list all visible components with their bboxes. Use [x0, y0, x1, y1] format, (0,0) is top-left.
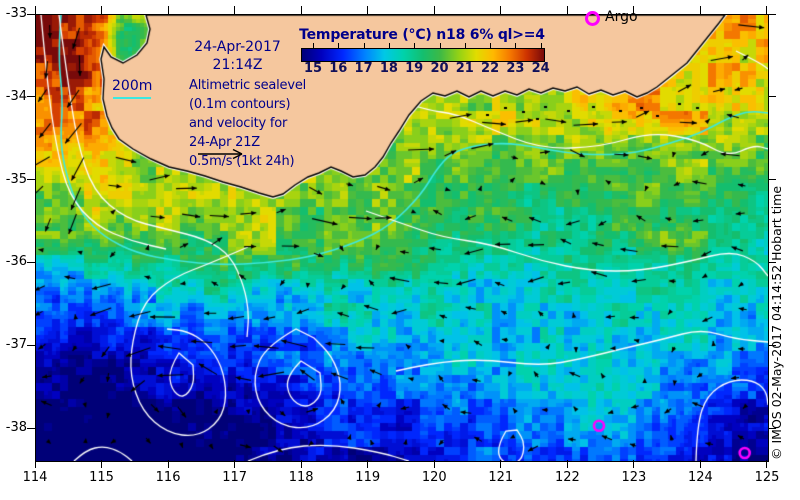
x-tick-top: [34, 6, 36, 14]
x-tick-top: [766, 6, 768, 14]
colorbar-tick: [338, 43, 340, 49]
colorbar-tick-label: 16: [329, 61, 348, 76]
x-tick-top: [500, 6, 502, 14]
x-tick: [101, 460, 103, 468]
credit-text: © IMOS 02-May-2017 04:14:52 Hobart time: [769, 185, 784, 460]
y-tick-right: [768, 427, 776, 429]
x-tick-label: 117: [222, 470, 248, 485]
x-tick-label: 119: [355, 470, 381, 485]
x-tick-label: 116: [155, 470, 181, 485]
argo-marker-icon: [585, 11, 600, 26]
x-tick-top: [300, 6, 302, 14]
x-tick-label: 118: [288, 470, 314, 485]
description-line: 24-Apr 21Z: [189, 135, 261, 150]
x-tick-top: [566, 6, 568, 14]
colorbar-tick-label: 22: [481, 61, 500, 76]
y-tick: [27, 427, 35, 429]
colorbar-tick-label: 15: [303, 61, 323, 76]
y-tick-label: -36: [5, 254, 27, 270]
x-tick: [234, 460, 236, 468]
y-tick: [27, 261, 35, 263]
y-tick: [27, 344, 35, 346]
colorbar-tick-label: 18: [379, 61, 398, 76]
x-tick-label: 124: [688, 470, 713, 485]
colorbar-tick-label: 24: [531, 61, 550, 76]
x-tick: [34, 460, 36, 468]
y-tick: [27, 13, 35, 15]
y-tick: [27, 179, 35, 181]
x-tick-label: 121: [488, 470, 514, 485]
depth-contour-sample-line: [113, 97, 151, 99]
colorbar-tick-label: 23: [506, 61, 525, 76]
description-line: (0.1m contours): [189, 97, 291, 112]
colorbar-tick-label: 21: [455, 61, 474, 76]
description-line: Altimetric sealevel: [189, 78, 307, 93]
y-tick-right: [768, 344, 776, 346]
x-tick-top: [699, 6, 701, 14]
x-tick-top: [633, 6, 635, 14]
map-canvas: [36, 15, 768, 461]
colorbar-tick-label: 17: [354, 61, 373, 76]
description-line: and velocity for: [189, 116, 288, 131]
x-tick-label: 122: [554, 470, 580, 485]
x-tick-label: 120: [421, 470, 447, 485]
description-line: 0.5m/s (1kt 24h): [189, 154, 295, 169]
y-tick-label: -35: [5, 171, 27, 187]
arrow-icon: [198, 148, 243, 160]
colorbar-tick: [439, 43, 441, 49]
y-tick-right: [768, 179, 776, 181]
map-plot-area: [35, 14, 769, 462]
x-tick-label: 115: [89, 470, 114, 485]
colorbar-tick: [388, 43, 390, 49]
colorbar-tick: [540, 43, 542, 49]
colorbar-tick: [414, 43, 416, 49]
argo-legend-label: Argo: [605, 9, 638, 25]
timestamp-line: 24-Apr-2017: [194, 39, 281, 55]
y-tick-label: -33: [5, 6, 27, 21]
x-tick: [566, 460, 568, 468]
x-tick-top: [167, 6, 169, 14]
x-tick-top: [367, 6, 369, 14]
x-tick-label: 125: [754, 470, 780, 485]
x-tick-top: [433, 6, 435, 14]
colorbar-tick: [464, 43, 466, 49]
y-tick-right: [768, 261, 776, 263]
colorbar-tick: [515, 43, 517, 49]
colorbar-gradient: [301, 48, 545, 62]
timestamp-text: 24-Apr-2017 21:14Z: [170, 38, 305, 74]
x-tick: [167, 460, 169, 468]
x-tick: [433, 460, 435, 468]
product-description-text: Altimetric sealevel (0.1m contours) and ve…: [189, 76, 339, 171]
depth-contour-label: 200m: [112, 78, 153, 94]
colorbar-tick-label: 19: [405, 61, 424, 76]
x-tick: [367, 460, 369, 468]
y-tick-label: -37: [5, 337, 27, 353]
x-tick-label: 114: [22, 470, 48, 485]
velocity-scale-arrow: [196, 146, 248, 165]
x-tick-top: [101, 6, 103, 14]
colorbar-tick: [490, 43, 492, 49]
x-tick: [500, 460, 502, 468]
y-tick: [27, 96, 35, 98]
x-tick: [300, 460, 302, 468]
colorbar-tick: [313, 43, 314, 49]
x-tick: [699, 460, 701, 468]
y-tick-right: [768, 96, 776, 98]
x-tick-top: [234, 6, 236, 14]
y-tick-right: [768, 13, 776, 15]
x-tick-label: 123: [621, 470, 647, 485]
y-tick-label: -38: [5, 420, 27, 435]
timestamp-line: 21:14Z: [212, 57, 263, 73]
colorbar-title: Temperature (°C) n18 6% ql>=4: [299, 27, 545, 43]
x-tick: [766, 460, 768, 468]
colorbar-tick-label: 20: [430, 61, 449, 76]
y-tick-label: -34: [5, 88, 27, 104]
x-tick: [633, 460, 635, 468]
colorbar-tick: [363, 43, 365, 49]
